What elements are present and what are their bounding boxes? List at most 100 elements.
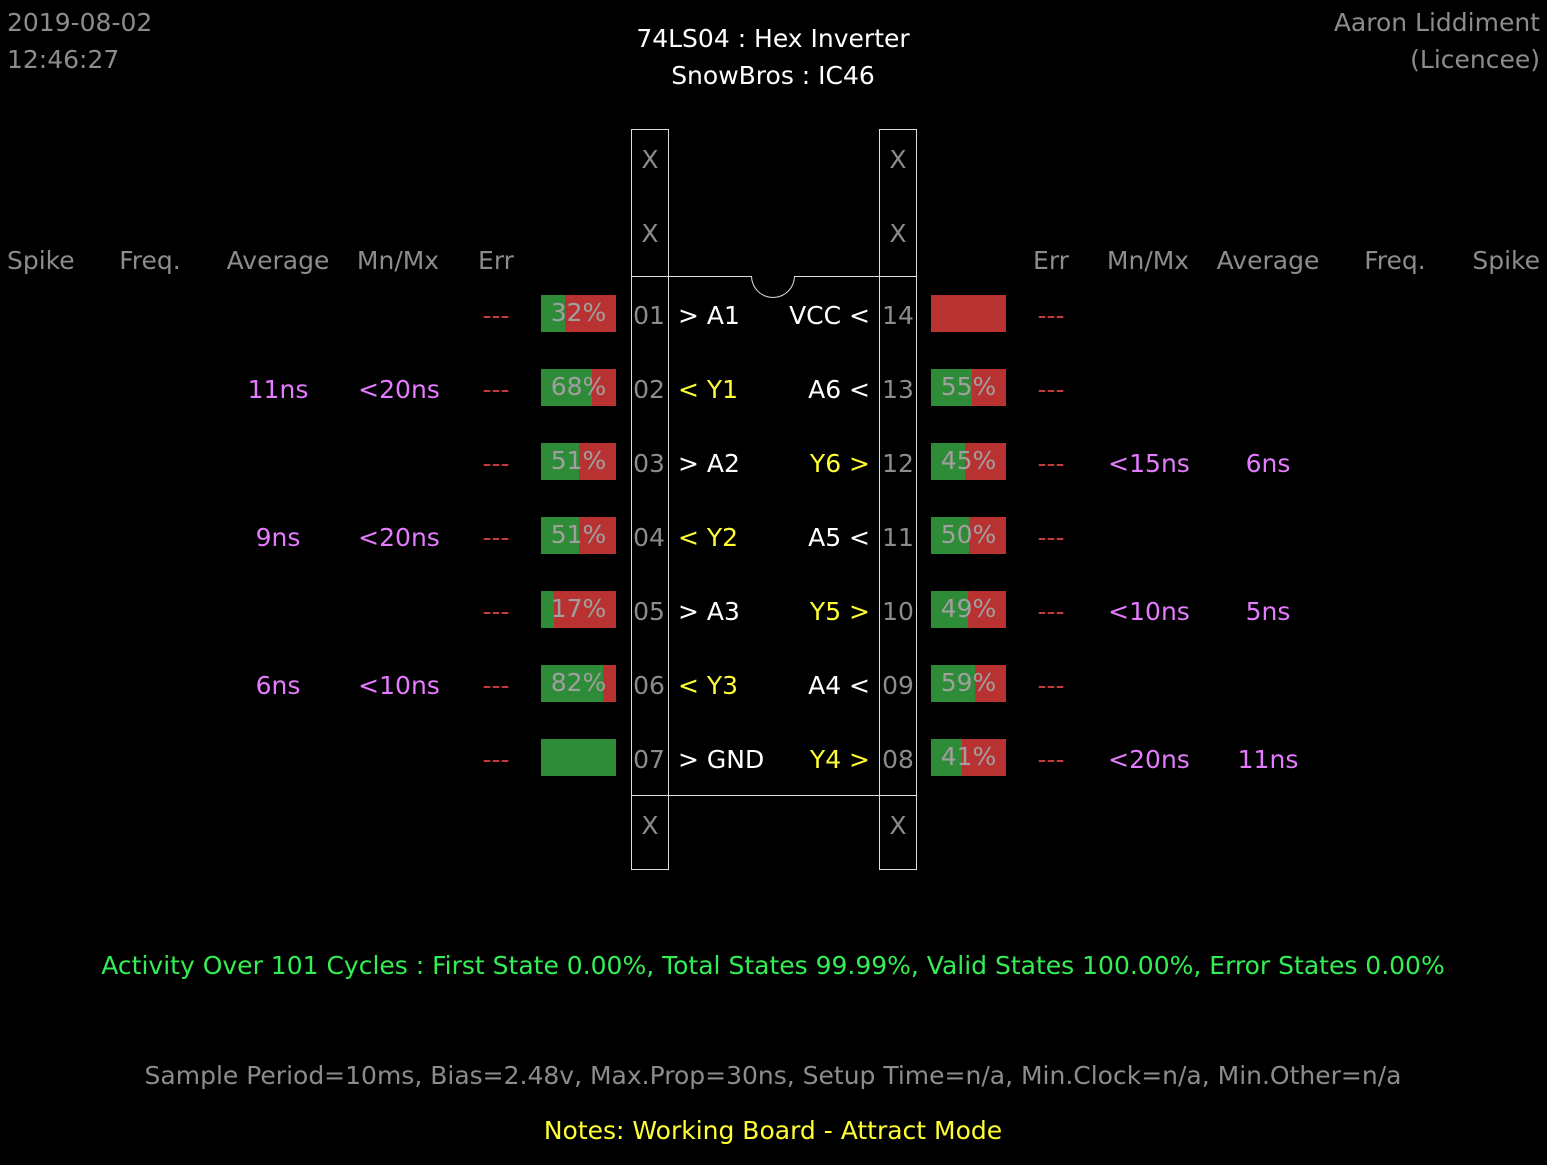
pin-error: --- (1037, 745, 1065, 774)
pin-error: --- (1037, 671, 1065, 700)
state-high-fill (931, 665, 976, 702)
state-high-fill (931, 591, 968, 628)
pin-error: --- (1037, 449, 1065, 478)
state-high-fill (541, 591, 554, 628)
state-percent: 41% (940, 742, 997, 771)
state-low-fill (964, 443, 1006, 480)
state-high-fill (541, 665, 603, 702)
state-low-fill (592, 369, 616, 406)
state-percent: 51% (550, 446, 607, 475)
state-high-fill (541, 517, 580, 554)
pin-label: < Y1 (678, 375, 739, 404)
state-percent: 68% (550, 372, 607, 401)
pin-average: 11ns (1237, 745, 1299, 774)
pin-error: --- (482, 671, 510, 700)
pin-error: --- (1037, 597, 1065, 626)
nc-pin-marker: X (889, 145, 907, 174)
state-high-fill (931, 517, 969, 554)
pin-error: --- (1037, 301, 1065, 330)
state-low-fill (579, 443, 616, 480)
pin-label: Y5 > (809, 597, 870, 626)
state-high-fill (931, 369, 973, 406)
state-bar: 41% (931, 739, 1006, 776)
pin-label: > A1 (678, 301, 740, 330)
state-percent: 50% (940, 520, 997, 549)
chip-title: 74LS04 : Hex Inverter (636, 24, 910, 53)
state-bar: 51% (541, 443, 616, 480)
state-bar (931, 295, 1006, 332)
state-bar: 82% (541, 665, 616, 702)
pin-error: --- (482, 301, 510, 330)
notes: Notes: Working Board - Attract Mode (543, 1116, 1003, 1145)
pin-min-max: <15ns (1108, 449, 1190, 478)
state-low-fill (931, 295, 1006, 332)
pin-number: 06 (633, 671, 665, 700)
sample-parameters: Sample Period=10ms, Bias=2.48v, Max.Prop… (144, 1061, 1402, 1090)
pin-label: < Y3 (678, 671, 739, 700)
state-percent: 82% (550, 668, 607, 697)
state-bar: 45% (931, 443, 1006, 480)
col-header-mnmx-left: Mn/Mx (356, 246, 440, 275)
pin-number: 02 (633, 375, 665, 404)
pin-average: 5ns (1245, 597, 1291, 626)
pin-number: 10 (882, 597, 914, 626)
pin-number: 14 (882, 301, 914, 330)
pin-number: 11 (882, 523, 914, 552)
state-bar: 59% (931, 665, 1006, 702)
pin-average: 11ns (247, 375, 309, 404)
state-bar: 68% (541, 369, 616, 406)
state-percent: 45% (940, 446, 997, 475)
state-low-fill (967, 591, 1006, 628)
state-low-fill (565, 295, 616, 332)
nc-pin-marker: X (889, 219, 907, 248)
pin-number: 05 (633, 597, 665, 626)
nc-pin-marker: X (641, 811, 659, 840)
pin-error: --- (482, 449, 510, 478)
chip-bottom-edge (631, 795, 917, 796)
pin-label: A4 < (808, 671, 870, 700)
state-low-fill (602, 665, 616, 702)
pin-number: 13 (882, 375, 914, 404)
state-high-fill (541, 739, 616, 776)
state-low-fill (579, 517, 616, 554)
left-pin-column (631, 129, 669, 870)
state-low-fill (972, 369, 1006, 406)
chip-location: SnowBros : IC46 (671, 61, 875, 90)
time-display: 12:46:27 (7, 45, 120, 74)
col-header-err-right: Err (1033, 246, 1069, 275)
col-header-err-left: Err (478, 246, 514, 275)
pin-label: > A2 (678, 449, 740, 478)
pin-error: --- (482, 523, 510, 552)
pin-number: 07 (633, 745, 665, 774)
pin-min-max: <10ns (1108, 597, 1190, 626)
pin-label: A5 < (808, 523, 870, 552)
pin-error: --- (1037, 523, 1065, 552)
state-high-fill (931, 443, 965, 480)
col-header-freq-right: Freq. (1364, 246, 1426, 275)
nc-pin-marker: X (889, 811, 907, 840)
state-high-fill (541, 443, 580, 480)
pin-min-max: <20ns (358, 375, 440, 404)
state-low-fill (553, 591, 616, 628)
pin-number: 04 (633, 523, 665, 552)
pin-label: A6 < (808, 375, 870, 404)
col-header-average-left: Average (226, 246, 330, 275)
state-percent: 51% (550, 520, 607, 549)
state-percent: 32% (550, 298, 607, 327)
state-percent: 49% (940, 594, 997, 623)
state-bar: 17% (541, 591, 616, 628)
pin-label: > GND (678, 745, 765, 774)
pin-average: 6ns (255, 671, 301, 700)
pin-error: --- (482, 745, 510, 774)
pin-label: > A3 (678, 597, 740, 626)
nc-pin-marker: X (641, 145, 659, 174)
pin-label: Y6 > (809, 449, 870, 478)
state-low-fill (961, 739, 1006, 776)
pin-label: VCC < (789, 301, 870, 330)
state-percent: 55% (940, 372, 997, 401)
col-header-spike-left: Spike (7, 246, 75, 275)
state-bar (541, 739, 616, 776)
nc-pin-marker: X (641, 219, 659, 248)
date-display: 2019-08-02 (7, 8, 153, 37)
pin-average: 6ns (1245, 449, 1291, 478)
